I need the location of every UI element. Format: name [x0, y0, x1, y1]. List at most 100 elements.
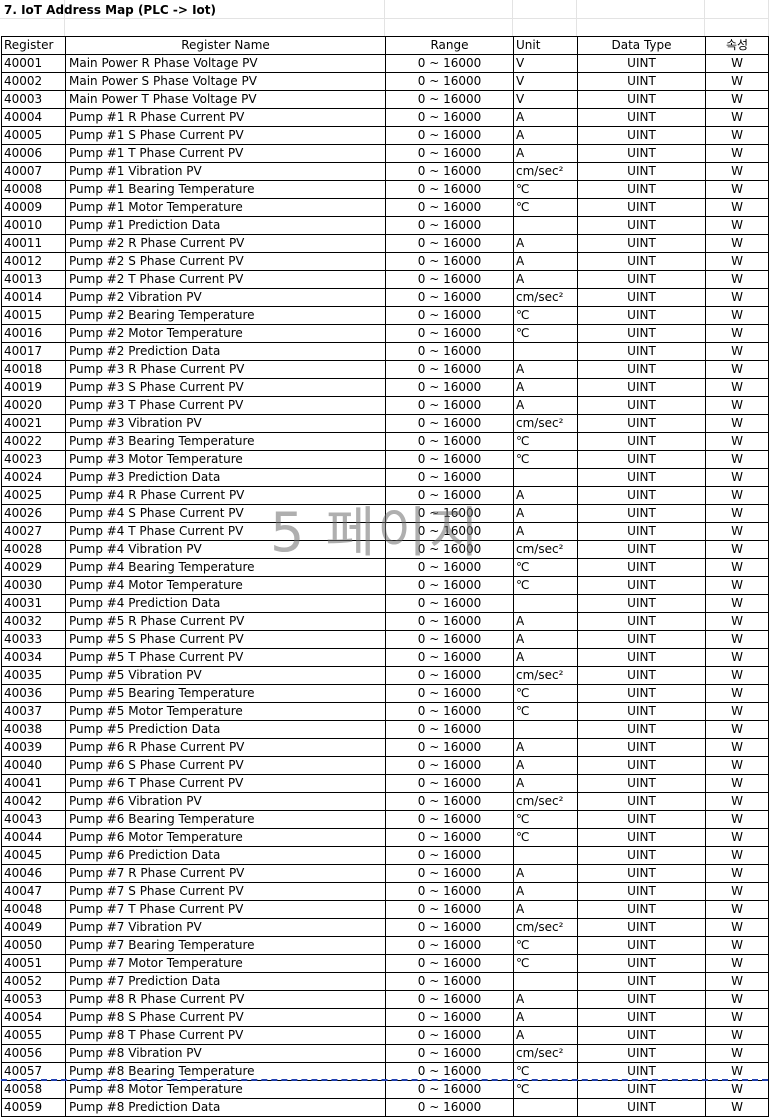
range-cell[interactable]: 0 ~ 16000 [385, 288, 514, 307]
register-cell[interactable]: 40003 [1, 90, 66, 109]
attribute-cell[interactable]: W [705, 612, 769, 631]
range-cell[interactable]: 0 ~ 16000 [385, 648, 514, 667]
range-cell[interactable]: 0 ~ 16000 [385, 972, 514, 991]
data-type-cell[interactable]: UINT [577, 324, 706, 343]
data-type-cell[interactable]: UINT [577, 990, 706, 1009]
range-cell[interactable]: 0 ~ 16000 [385, 846, 514, 865]
unit-cell[interactable]: cm/sec² [513, 1044, 578, 1063]
data-type-cell[interactable]: UINT [577, 540, 706, 559]
range-cell[interactable]: 0 ~ 16000 [385, 522, 514, 541]
unit-cell[interactable]: A [513, 252, 578, 271]
register-cell[interactable]: 40039 [1, 738, 66, 757]
register-cell[interactable]: 40044 [1, 828, 66, 847]
attribute-cell[interactable]: W [705, 450, 769, 469]
register-name-cell[interactable]: Pump #1 Prediction Data [65, 216, 386, 235]
attribute-cell[interactable]: W [705, 144, 769, 163]
attribute-cell[interactable]: W [705, 270, 769, 289]
register-cell[interactable]: 40033 [1, 630, 66, 649]
data-type-cell[interactable]: UINT [577, 108, 706, 127]
range-cell[interactable]: 0 ~ 16000 [385, 1026, 514, 1045]
attribute-cell[interactable]: W [705, 1062, 769, 1081]
data-type-cell[interactable]: UINT [577, 1080, 706, 1099]
register-cell[interactable]: 40026 [1, 504, 66, 523]
unit-cell[interactable]: cm/sec² [513, 414, 578, 433]
data-type-cell[interactable]: UINT [577, 522, 706, 541]
register-name-cell[interactable]: Pump #6 T Phase Current PV [65, 774, 386, 793]
register-cell[interactable]: 40006 [1, 144, 66, 163]
data-type-cell[interactable]: UINT [577, 972, 706, 991]
attribute-cell[interactable]: W [705, 342, 769, 361]
range-cell[interactable]: 0 ~ 16000 [385, 1080, 514, 1099]
data-type-cell[interactable]: UINT [577, 360, 706, 379]
register-name-cell[interactable]: Pump #1 R Phase Current PV [65, 108, 386, 127]
register-cell[interactable]: 40058 [1, 1080, 66, 1099]
register-name-cell[interactable]: Pump #1 Motor Temperature [65, 198, 386, 217]
attribute-cell[interactable]: W [705, 198, 769, 217]
unit-cell[interactable]: ℃ [513, 450, 578, 469]
register-name-cell[interactable]: Pump #7 Bearing Temperature [65, 936, 386, 955]
data-type-cell[interactable]: UINT [577, 594, 706, 613]
register-cell[interactable]: 40032 [1, 612, 66, 631]
range-cell[interactable]: 0 ~ 16000 [385, 504, 514, 523]
unit-cell[interactable]: ℃ [513, 702, 578, 721]
register-cell[interactable]: 40059 [1, 1098, 66, 1117]
unit-cell[interactable]: V [513, 72, 578, 91]
unit-cell[interactable]: ℃ [513, 936, 578, 955]
data-type-cell[interactable]: UINT [577, 288, 706, 307]
data-type-cell[interactable]: UINT [577, 792, 706, 811]
register-name-cell[interactable]: Pump #2 Motor Temperature [65, 324, 386, 343]
data-type-cell[interactable]: UINT [577, 756, 706, 775]
register-cell[interactable]: 40023 [1, 450, 66, 469]
attribute-cell[interactable]: W [705, 72, 769, 91]
unit-cell[interactable]: ℃ [513, 828, 578, 847]
register-name-cell[interactable]: Pump #4 Vibration PV [65, 540, 386, 559]
unit-cell[interactable]: A [513, 1026, 578, 1045]
attribute-cell[interactable]: W [705, 540, 769, 559]
register-cell[interactable]: 40019 [1, 378, 66, 397]
register-cell[interactable]: 40016 [1, 324, 66, 343]
range-cell[interactable]: 0 ~ 16000 [385, 792, 514, 811]
range-cell[interactable]: 0 ~ 16000 [385, 1008, 514, 1027]
register-cell[interactable]: 40029 [1, 558, 66, 577]
register-name-cell[interactable]: Pump #2 T Phase Current PV [65, 270, 386, 289]
range-cell[interactable]: 0 ~ 16000 [385, 378, 514, 397]
attribute-cell[interactable]: W [705, 522, 769, 541]
unit-cell[interactable]: A [513, 648, 578, 667]
register-name-cell[interactable]: Pump #3 Prediction Data [65, 468, 386, 487]
unit-cell[interactable]: A [513, 126, 578, 145]
register-name-cell[interactable]: Pump #5 R Phase Current PV [65, 612, 386, 631]
unit-cell[interactable] [513, 1098, 578, 1117]
data-type-cell[interactable]: UINT [577, 648, 706, 667]
register-cell[interactable]: 40012 [1, 252, 66, 271]
data-type-cell[interactable]: UINT [577, 378, 706, 397]
attribute-cell[interactable]: W [705, 846, 769, 865]
attribute-cell[interactable]: W [705, 972, 769, 991]
data-type-cell[interactable]: UINT [577, 162, 706, 181]
data-type-cell[interactable]: UINT [577, 450, 706, 469]
unit-cell[interactable]: V [513, 54, 578, 73]
register-cell[interactable]: 40018 [1, 360, 66, 379]
data-type-cell[interactable]: UINT [577, 468, 706, 487]
range-cell[interactable]: 0 ~ 16000 [385, 918, 514, 937]
attribute-cell[interactable]: W [705, 702, 769, 721]
unit-cell[interactable]: ℃ [513, 306, 578, 325]
range-cell[interactable]: 0 ~ 16000 [385, 126, 514, 145]
register-name-cell[interactable]: Pump #5 S Phase Current PV [65, 630, 386, 649]
range-cell[interactable]: 0 ~ 16000 [385, 252, 514, 271]
attribute-cell[interactable]: W [705, 828, 769, 847]
unit-cell[interactable]: ℃ [513, 1080, 578, 1099]
data-type-cell[interactable]: UINT [577, 720, 706, 739]
range-cell[interactable]: 0 ~ 16000 [385, 324, 514, 343]
range-cell[interactable]: 0 ~ 16000 [385, 756, 514, 775]
register-cell[interactable]: 40015 [1, 306, 66, 325]
unit-cell[interactable]: A [513, 756, 578, 775]
attribute-cell[interactable]: W [705, 432, 769, 451]
attribute-cell[interactable]: W [705, 576, 769, 595]
range-cell[interactable]: 0 ~ 16000 [385, 738, 514, 757]
register-cell[interactable]: 40013 [1, 270, 66, 289]
attribute-cell[interactable]: W [705, 1080, 769, 1099]
register-name-cell[interactable]: Pump #4 S Phase Current PV [65, 504, 386, 523]
attribute-cell[interactable]: W [705, 936, 769, 955]
range-cell[interactable]: 0 ~ 16000 [385, 162, 514, 181]
range-cell[interactable]: 0 ~ 16000 [385, 198, 514, 217]
